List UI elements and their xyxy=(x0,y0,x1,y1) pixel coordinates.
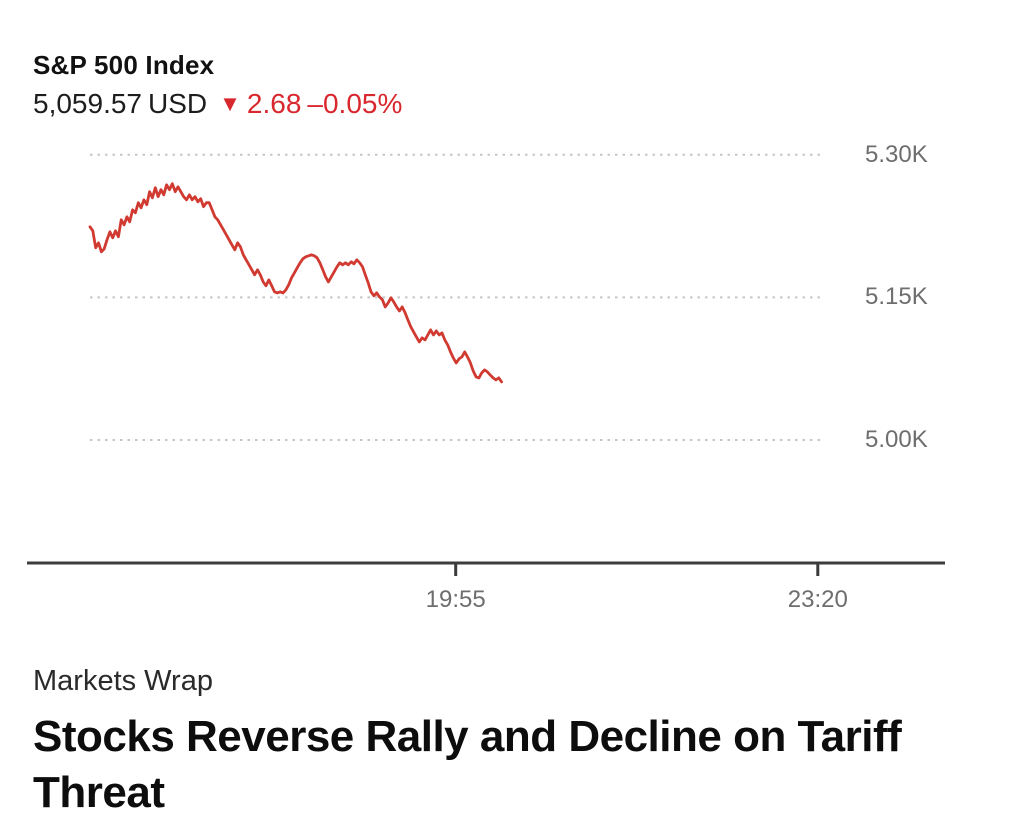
price-row: 5,059.57 USD ▼ 2.68 –0.05% xyxy=(33,88,402,120)
currency-label: USD xyxy=(148,88,208,119)
chart-header: S&P 500 Index 5,059.57 USD ▼ 2.68 –0.05% xyxy=(33,50,402,120)
y-axis-label: 5.30K xyxy=(865,140,928,168)
y-axis-label: 5.00K xyxy=(865,426,928,453)
y-axis-label: 5.15K xyxy=(865,283,928,311)
change-value: 2.68 xyxy=(246,88,302,119)
down-triangle-icon: ▼ xyxy=(219,91,241,116)
x-axis-label: 23:20 xyxy=(787,586,848,613)
price-line-series xyxy=(88,182,504,384)
story-headline[interactable]: Stocks Reverse Rally and Decline on Tari… xyxy=(33,712,902,817)
story-kicker: Markets Wrap xyxy=(33,665,213,697)
index-title: S&P 500 Index xyxy=(33,50,215,80)
price-value: 5,059.57 xyxy=(33,88,142,119)
story-block: Markets Wrap Stocks Reverse Rally and De… xyxy=(33,665,963,821)
change-percent: –0.05% xyxy=(307,88,403,119)
x-axis-label: 19:55 xyxy=(425,586,486,613)
